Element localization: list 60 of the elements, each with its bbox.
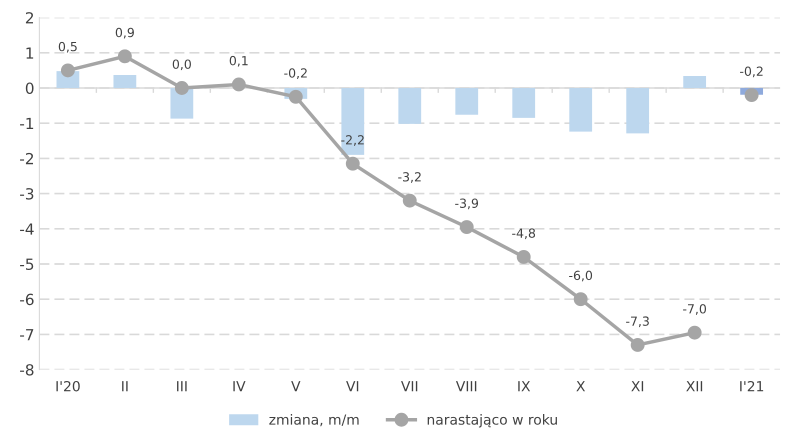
point — [630, 338, 645, 352]
point — [346, 156, 360, 171]
point — [516, 250, 531, 264]
point — [232, 78, 246, 92]
bar — [455, 88, 478, 115]
x-tick-label: I'20 — [56, 380, 80, 392]
y-tick-label: -3 — [20, 188, 34, 200]
legend-label: zmiana, m/m — [269, 414, 359, 426]
x-tick-label: II — [122, 381, 128, 392]
y-tick-label: -8 — [20, 364, 34, 376]
data-label: 0,5 — [58, 42, 77, 53]
point — [574, 292, 588, 306]
point — [60, 63, 75, 78]
y-tick-label: 2 — [26, 12, 34, 24]
y-tick-label: -4 — [20, 223, 34, 235]
point — [688, 326, 702, 340]
data-label: -2,2 — [341, 135, 364, 146]
legend-label: narastająco w roku — [428, 414, 557, 428]
x-tick-label: XI — [631, 381, 644, 392]
bar — [398, 88, 422, 124]
x-tick-label: I'21 — [740, 380, 764, 392]
data-label: -3,9 — [455, 198, 478, 210]
y-tick-label: -6 — [20, 294, 34, 306]
point — [174, 81, 189, 95]
bar — [683, 76, 706, 88]
data-label: -4,8 — [512, 228, 536, 240]
y-tick-label: 1 — [26, 47, 34, 59]
x-tick-label: VI — [346, 381, 358, 392]
bar — [341, 88, 364, 155]
x-tick-label: XII — [686, 381, 702, 392]
data-label: -7,0 — [683, 304, 706, 315]
x-tick-label: III — [177, 381, 187, 392]
y-tick-label: -5 — [20, 258, 34, 270]
y-tick-label: -1 — [20, 118, 34, 130]
data-label: -0,2 — [740, 66, 763, 78]
data-label: -3,2 — [398, 172, 421, 183]
x-tick-label: VIII — [456, 381, 476, 392]
point — [402, 194, 417, 208]
x-tick-label: X — [576, 381, 586, 392]
bar — [113, 74, 136, 88]
x-tick-label: VII — [401, 381, 418, 392]
data-label: 0,9 — [116, 28, 134, 39]
data-label: -7,3 — [626, 316, 649, 328]
data-label: -6,0 — [569, 270, 592, 282]
y-tick-label: -7 — [20, 329, 34, 340]
data-label: 0,1 — [230, 56, 248, 67]
bar — [569, 88, 592, 132]
point — [118, 49, 132, 64]
bar — [512, 88, 536, 118]
point — [288, 90, 303, 104]
data-label: 0,0 — [172, 59, 191, 70]
point — [460, 220, 474, 234]
x-tick-label: IV — [233, 381, 246, 392]
x-tick-label: IX — [518, 381, 530, 392]
y-tick-label: -2 — [20, 152, 34, 164]
data-label: -0,2 — [284, 68, 307, 79]
x-tick-label: V — [291, 381, 300, 392]
y-tick-label: 0 — [26, 82, 34, 94]
point — [744, 88, 759, 102]
bar — [626, 88, 650, 134]
